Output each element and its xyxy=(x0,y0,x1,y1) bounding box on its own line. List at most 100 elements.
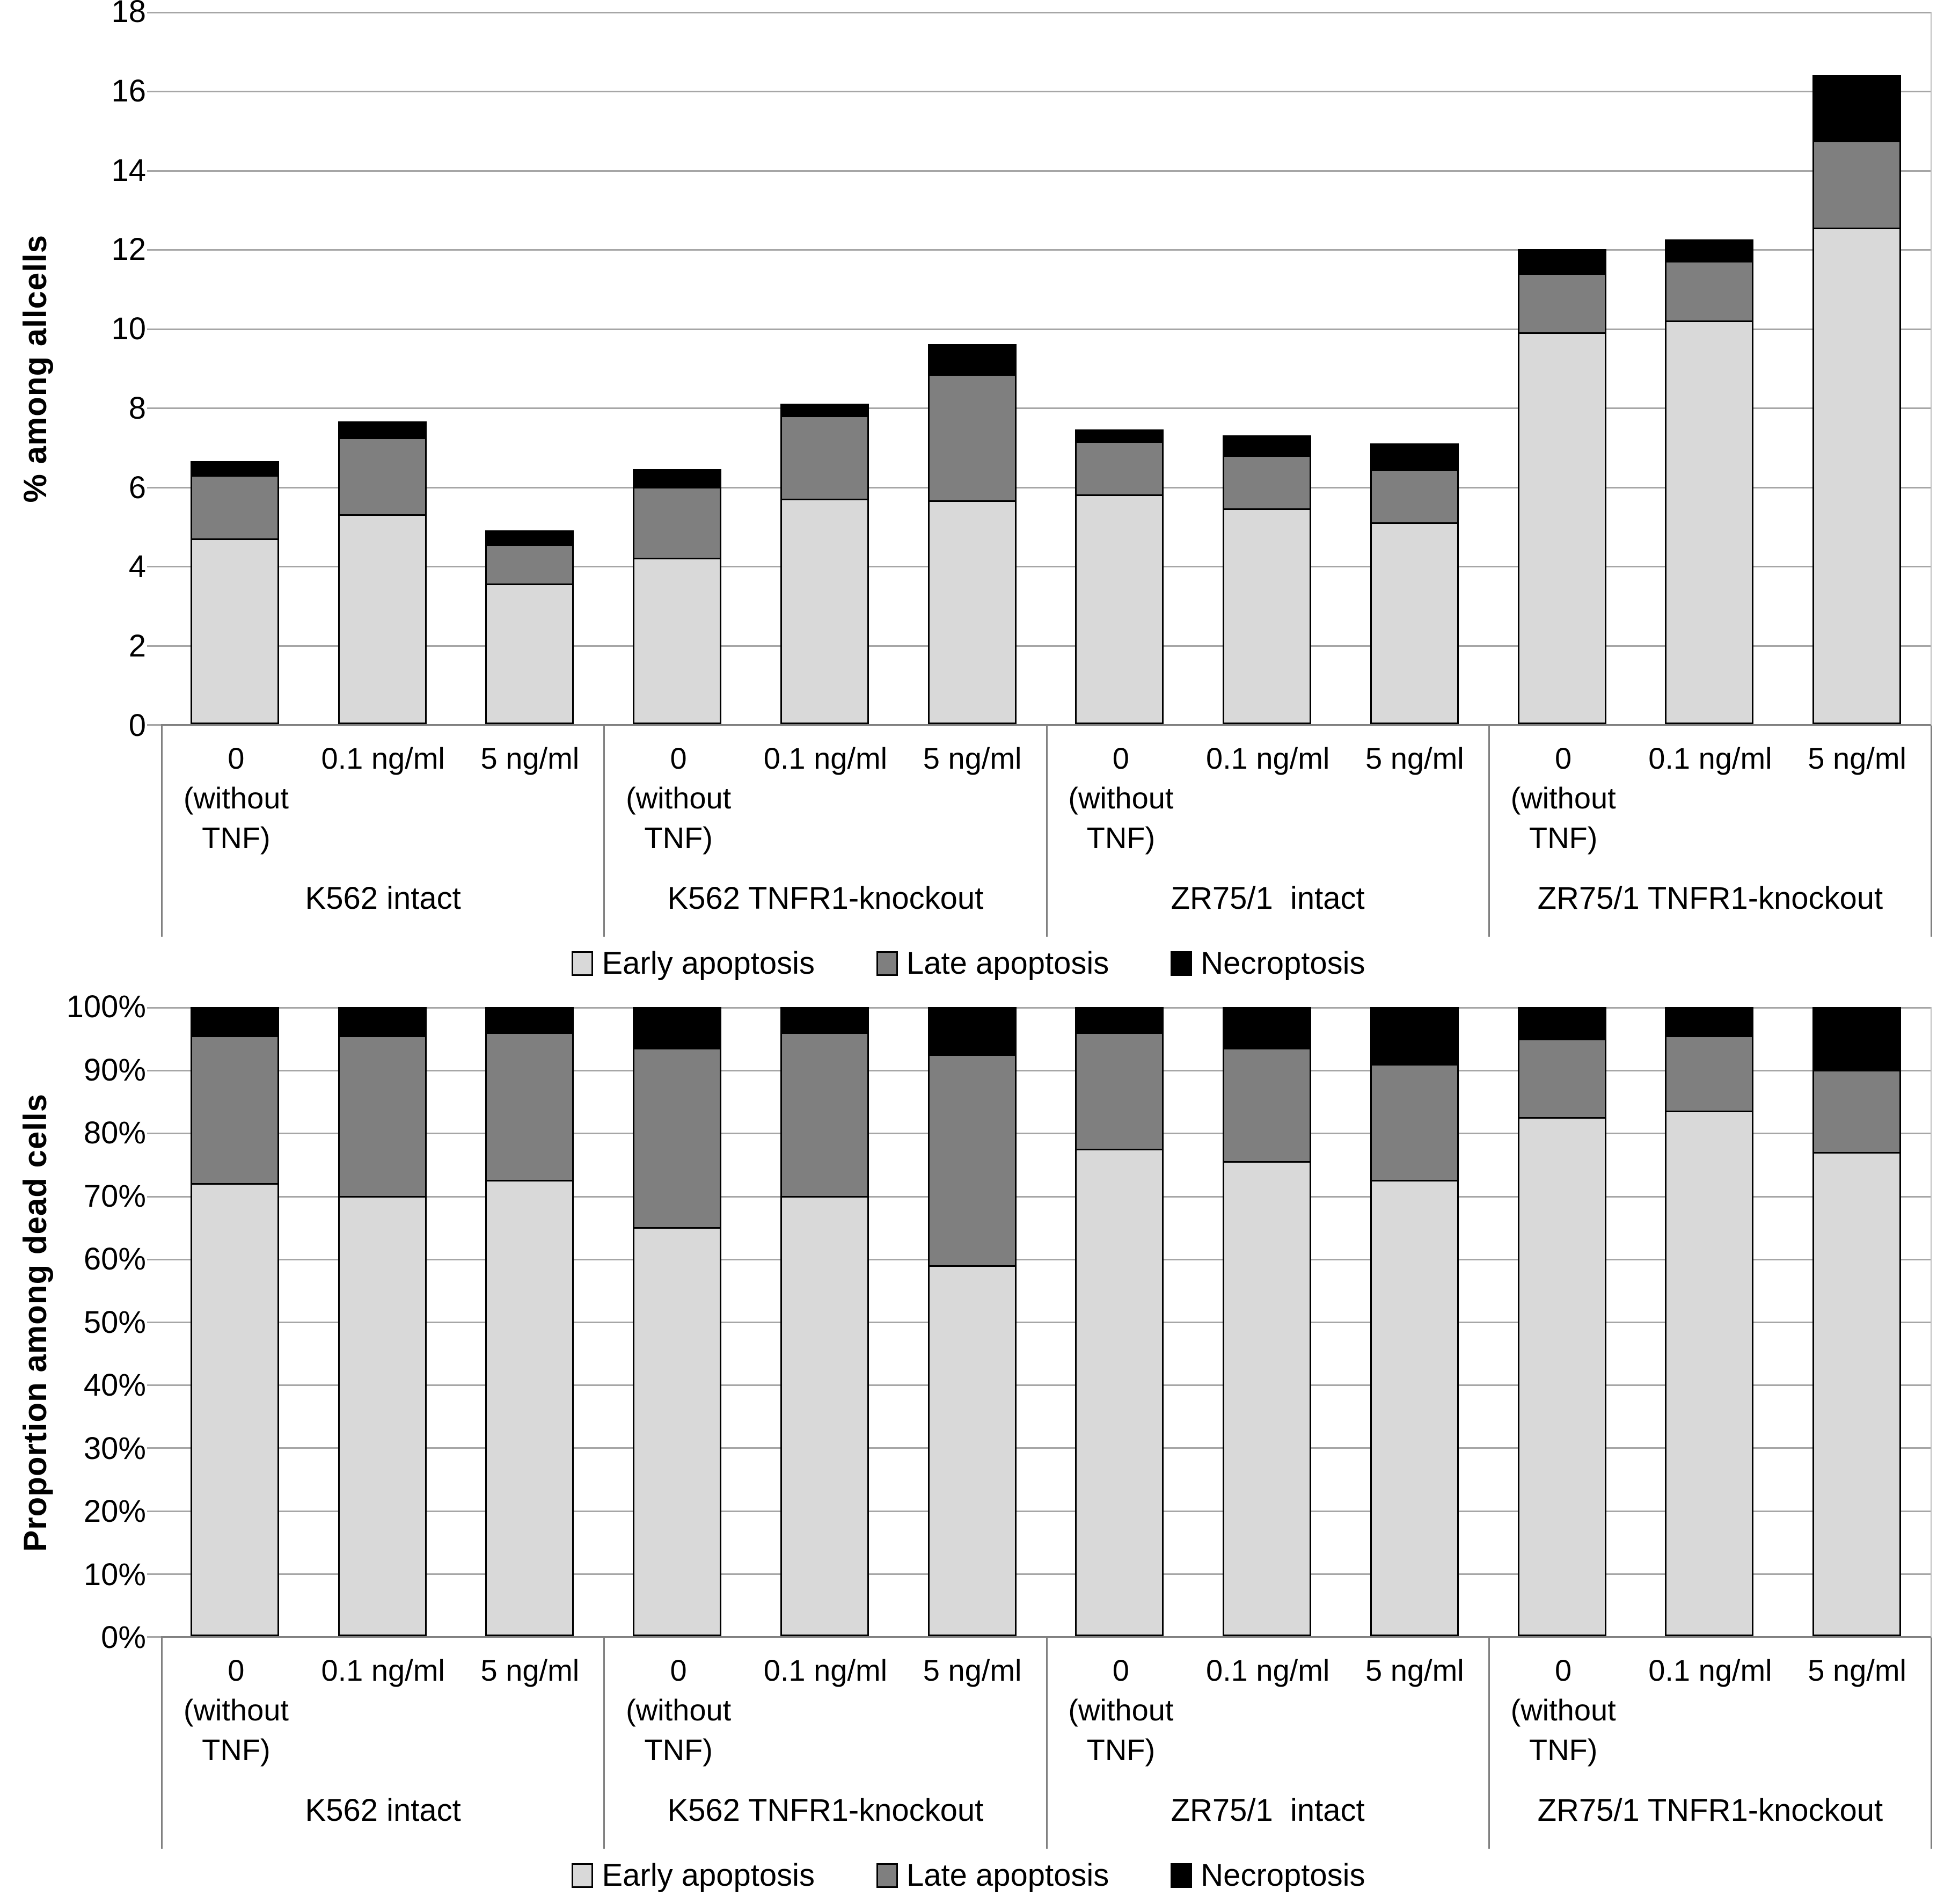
plot-area xyxy=(147,1007,1932,1638)
bar-segment-late-apoptosis xyxy=(338,1035,427,1196)
bar-segment-early-apoptosis xyxy=(1223,1161,1312,1636)
axis-tick-mark xyxy=(147,1510,161,1512)
bar xyxy=(780,12,869,724)
legend-label: Late apoptosis xyxy=(907,1858,1109,1893)
legend-item: Late apoptosis xyxy=(876,945,1109,981)
legend-item: Late apoptosis xyxy=(876,1857,1109,1893)
y-tick-label: 90% xyxy=(83,1052,146,1088)
x-tick-label: 0.1 ng/ml xyxy=(321,741,445,775)
legend-item: Early apoptosis xyxy=(572,1857,815,1893)
y-tick-label: 40% xyxy=(83,1368,146,1403)
axis-tick-mark xyxy=(147,645,161,647)
bar-slot xyxy=(1341,12,1488,724)
bar-slot xyxy=(456,12,604,724)
condition-labels-row: 0 (without TNF) 0.1 ng/ml 5 ng/ml xyxy=(605,726,1046,866)
bar-slot xyxy=(161,1007,309,1636)
x-tick-label: 0 (without TNF) xyxy=(1510,1653,1616,1767)
x-tick-label: 0.1 ng/ml xyxy=(1205,1653,1330,1687)
axis-tick-mark xyxy=(147,724,161,726)
gridline xyxy=(161,1384,1931,1387)
legend-swatch-necroptosis xyxy=(1171,951,1193,976)
bar-slot xyxy=(1046,1007,1194,1636)
axis-tick-mark xyxy=(147,170,161,172)
condition-labels-row: 0 (without TNF) 0.1 ng/ml 5 ng/ml xyxy=(1490,1638,1931,1778)
group-label: K562 TNFR1-knockout xyxy=(667,1793,984,1828)
plot-row: % among allcells 0 2 4 6 8 10 12 14 16 18 xyxy=(0,0,1937,741)
bar-segment-late-apoptosis xyxy=(927,374,1017,501)
gridline xyxy=(161,1258,1931,1260)
group-label: K562 TNFR1-knockout xyxy=(667,881,984,916)
bar-segment-necroptosis xyxy=(1812,1007,1902,1070)
gridline xyxy=(161,1195,1931,1198)
bar-segment-late-apoptosis xyxy=(1665,1035,1754,1111)
bar xyxy=(1075,1007,1164,1636)
bar xyxy=(338,12,427,724)
bar xyxy=(190,1007,279,1636)
x-axis-label-area: 0 (without TNF) 0.1 ng/ml 5 ng/ml K562 inta… xyxy=(161,1638,1932,1849)
bar xyxy=(633,12,722,724)
plot-row: Proportion among dead cells 0% 10% 20% 30% 4… xyxy=(0,991,1937,1653)
gridline xyxy=(161,645,1931,647)
y-tick-label: 10 xyxy=(111,311,146,347)
bar-segment-late-apoptosis xyxy=(485,544,574,584)
bar-slot xyxy=(1193,1007,1341,1636)
gridline xyxy=(161,170,1931,172)
bar xyxy=(1075,12,1164,724)
bar-segment-necroptosis xyxy=(1370,443,1459,469)
y-axis-title: % among allcells xyxy=(17,235,53,503)
bar-segment-late-apoptosis xyxy=(1665,261,1754,321)
bar xyxy=(1517,1007,1606,1636)
bar-segment-necroptosis xyxy=(1223,435,1312,455)
bar-slot xyxy=(1488,12,1636,724)
bar-slot xyxy=(1636,12,1783,724)
legend-item: Necroptosis xyxy=(1171,945,1365,981)
legend-swatch-late-apoptosis xyxy=(876,951,898,976)
y-tick-label: 80% xyxy=(83,1115,146,1150)
gridline xyxy=(161,407,1931,410)
bar-segment-early-apoptosis xyxy=(1370,1180,1459,1636)
bar-slot xyxy=(1488,1007,1636,1636)
category-group-cell: 0 (without TNF) 0.1 ng/ml 5 ng/ml K562 TNFR… xyxy=(603,726,1046,937)
bar-segment-late-apoptosis xyxy=(338,437,427,515)
bar-slot xyxy=(751,12,898,724)
bar xyxy=(1665,1007,1754,1636)
bar-segment-necroptosis xyxy=(780,403,869,415)
bars-row xyxy=(161,12,1931,724)
y-tick-label: 10% xyxy=(83,1557,146,1592)
bar-segment-late-apoptosis xyxy=(1370,1063,1459,1180)
bar-slot xyxy=(309,1007,456,1636)
axis-tick-mark xyxy=(147,1447,161,1449)
category-group-cell: 0 (without TNF) 0.1 ng/ml 5 ng/ml K562 inta… xyxy=(161,1638,603,1849)
y-tick-label: 30% xyxy=(83,1431,146,1466)
x-tick-label: 0.1 ng/ml xyxy=(1648,741,1772,775)
legend-label: Late apoptosis xyxy=(907,946,1109,981)
axis-tick-mark xyxy=(147,1007,161,1009)
bar-slot xyxy=(161,12,309,724)
x-tick-label: 0.1 ng/ml xyxy=(763,1653,888,1687)
bar-segment-necroptosis xyxy=(1517,249,1606,273)
bar-segment-early-apoptosis xyxy=(1665,1111,1754,1636)
bar-segment-early-apoptosis xyxy=(780,1195,869,1636)
condition-labels-row: 0 (without TNF) 0.1 ng/ml 5 ng/ml xyxy=(1490,726,1931,866)
y-tick-label: 4 xyxy=(128,549,146,585)
gridline xyxy=(161,1133,1931,1135)
y-tick-label: 6 xyxy=(128,470,146,505)
bar-segment-late-apoptosis xyxy=(1223,455,1312,509)
bar-segment-necroptosis xyxy=(1665,1007,1754,1035)
group-label: K562 intact xyxy=(305,881,461,916)
gridline xyxy=(161,1070,1931,1072)
bar-slot xyxy=(1783,1007,1931,1636)
y-tick-label: 2 xyxy=(128,629,146,664)
plot-area xyxy=(147,12,1932,726)
bar-segment-necroptosis xyxy=(1665,239,1754,261)
bar-segment-late-apoptosis xyxy=(1075,1032,1164,1149)
x-tick-label: 5 ng/ml xyxy=(923,741,1022,775)
axis-tick-mark xyxy=(147,1133,161,1135)
bar-segment-necroptosis xyxy=(338,421,427,437)
y-tick-label: 0% xyxy=(101,1620,146,1655)
bar-slot xyxy=(603,12,751,724)
legend: Early apoptosis Late apoptosis Necroptosis xyxy=(0,937,1937,992)
bar xyxy=(1665,12,1754,724)
axis-tick-mark xyxy=(147,566,161,568)
